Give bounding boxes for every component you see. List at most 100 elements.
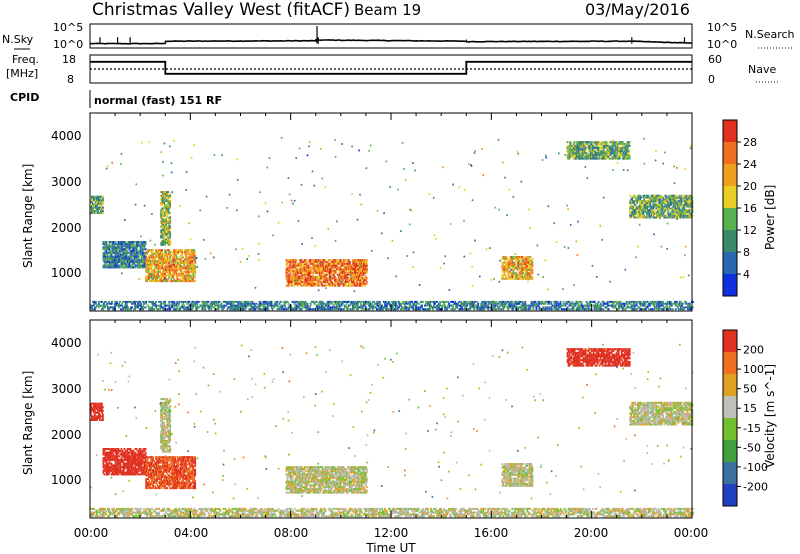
data-cell: [555, 304, 558, 307]
data-cell: [316, 270, 319, 273]
data-cell: [334, 259, 337, 262]
data-cell: [609, 153, 612, 156]
data-cell: [351, 281, 354, 283]
data-cell: [112, 264, 115, 267]
data-cell: [159, 261, 161, 264]
data-cell: [314, 277, 317, 280]
data-cell: [367, 304, 370, 307]
freq-series: [90, 60, 692, 75]
data-cell: [339, 271, 342, 274]
data-cell: [649, 202, 652, 204]
data-cell: [429, 302, 431, 305]
data-cell: [330, 266, 333, 269]
data-cell: [687, 200, 690, 203]
data-cell: [139, 261, 142, 263]
data-cell: [300, 304, 303, 307]
data-cell: [667, 198, 670, 201]
data-cell: [149, 274, 151, 277]
data-cell: [103, 246, 106, 249]
data-cell: [242, 306, 245, 309]
data-cell: [98, 199, 100, 202]
data-cell: [602, 148, 605, 151]
data-cell: [98, 208, 100, 211]
data-cell: [578, 308, 581, 311]
data-cell: [148, 254, 150, 257]
data-cell: [343, 266, 346, 269]
data-cell: [117, 242, 120, 245]
data-cell: [651, 202, 654, 204]
data-cell: [655, 212, 658, 215]
data-cell: [550, 306, 553, 309]
data-cell: [299, 282, 302, 285]
data-cell: [168, 254, 171, 257]
data-cell: [444, 300, 446, 303]
data-cell: [193, 304, 196, 307]
data-cell: [162, 243, 164, 246]
data-cell: [690, 205, 693, 208]
data-cell: [177, 278, 180, 281]
data-cell: [447, 300, 449, 303]
data-cell: [145, 256, 147, 259]
data-cell: [584, 150, 587, 153]
data-cell: [643, 203, 646, 206]
data-cell: [244, 308, 247, 311]
data-cell: [591, 146, 594, 149]
data-cell: [384, 302, 386, 305]
data-cell: [602, 300, 605, 303]
data-cell: [120, 266, 123, 269]
data-cell: [664, 202, 667, 204]
data-cell: [331, 282, 334, 285]
data-cell: [172, 267, 175, 270]
data-cell: [124, 257, 127, 260]
data-cell: [531, 268, 534, 271]
data-cell: [570, 148, 573, 151]
data-cell: [118, 250, 121, 253]
data-cell: [173, 263, 176, 266]
data-cell: [316, 275, 319, 278]
data-cell: [300, 281, 303, 283]
data-cell: [102, 266, 105, 269]
data-cell: [578, 152, 581, 155]
data-cell: [264, 300, 267, 303]
data-cell: [321, 284, 324, 287]
data-cell: [450, 304, 452, 307]
data-cell: [128, 246, 131, 249]
data-cell: [104, 253, 107, 256]
data-cell: [343, 281, 346, 283]
data-cell: [295, 308, 298, 311]
data-cell: [232, 302, 235, 305]
data-cell: [96, 197, 98, 200]
data-cell: [300, 264, 303, 267]
data-cell: [506, 270, 509, 273]
data-cell: [311, 282, 314, 285]
data-cell: [362, 271, 365, 274]
data-cell: [444, 308, 446, 311]
data-cell: [582, 150, 585, 153]
data-cell: [611, 144, 614, 147]
data-cell: [180, 260, 183, 263]
data-cell: [308, 259, 311, 262]
data-cell: [109, 264, 112, 267]
data-cell: [337, 279, 340, 282]
data-cell: [518, 259, 521, 262]
data-cell: [386, 300, 388, 303]
data-cell: [301, 275, 304, 278]
data-cell: [650, 209, 653, 212]
data-cell: [138, 300, 140, 303]
data-cell: [179, 308, 182, 311]
data-cell: [577, 153, 580, 156]
data-cell: [354, 306, 357, 309]
data-cell: [604, 144, 607, 147]
data-cell: [174, 267, 177, 270]
data-cell: [412, 302, 414, 305]
data-cell: [602, 144, 605, 147]
data-cell: [351, 304, 354, 307]
data-cell: [521, 270, 524, 273]
data-cell: [267, 308, 270, 311]
data-cell: [478, 308, 481, 311]
data-cell: [315, 282, 318, 285]
data-cell: [601, 155, 604, 158]
data-cell: [571, 148, 574, 151]
data-cell: [166, 241, 169, 244]
data-cell: [520, 268, 523, 271]
